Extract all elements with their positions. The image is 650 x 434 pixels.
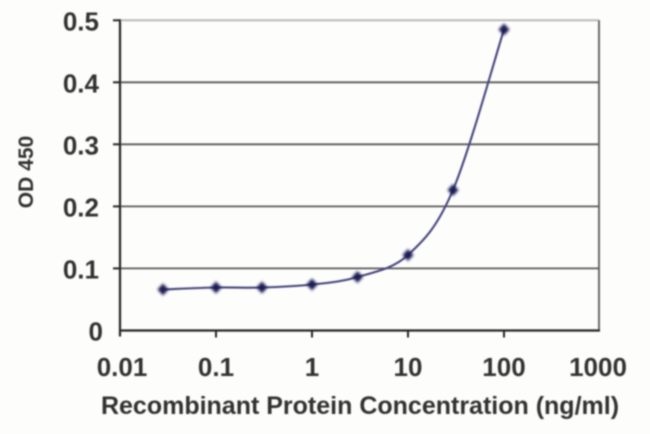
svg-text:0: 0 bbox=[89, 317, 103, 347]
svg-text:1000: 1000 bbox=[569, 352, 627, 382]
svg-text:0.1: 0.1 bbox=[198, 352, 234, 382]
svg-text:0.01: 0.01 bbox=[97, 352, 148, 382]
svg-text:10: 10 bbox=[394, 352, 423, 382]
svg-text:0.4: 0.4 bbox=[63, 68, 100, 98]
svg-text:1: 1 bbox=[305, 352, 319, 382]
svg-text:0.3: 0.3 bbox=[63, 130, 99, 160]
svg-text:0.1: 0.1 bbox=[63, 254, 99, 284]
svg-text:100: 100 bbox=[482, 352, 525, 382]
svg-text:OD 450: OD 450 bbox=[15, 136, 38, 208]
svg-text:0.2: 0.2 bbox=[63, 192, 99, 222]
svg-text:Recombinant Protein Concentrat: Recombinant Protein Concentration (ng/ml… bbox=[101, 392, 619, 420]
svg-text:0.5: 0.5 bbox=[63, 6, 99, 36]
